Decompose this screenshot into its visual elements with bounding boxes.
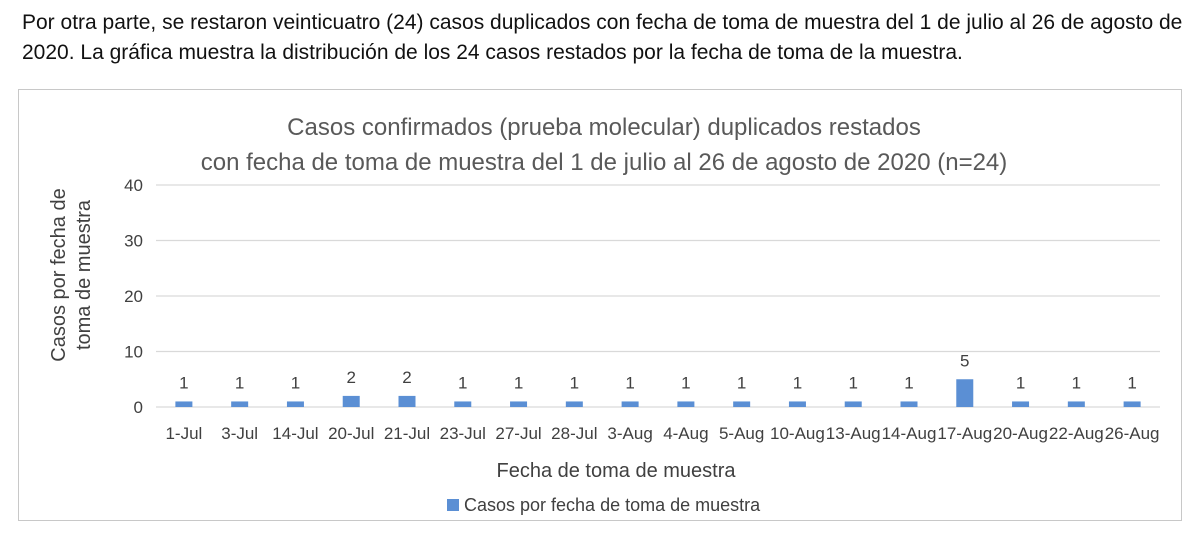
x-tick-label: 3-Jul bbox=[221, 424, 258, 443]
data-label: 1 bbox=[458, 373, 467, 392]
y-tick-label: 30 bbox=[124, 232, 143, 251]
bar bbox=[510, 401, 528, 407]
x-tick-label: 28-Jul bbox=[551, 424, 597, 443]
x-tick-label: 22-Aug bbox=[1049, 424, 1104, 443]
bar bbox=[398, 395, 416, 407]
data-label: 1 bbox=[1016, 373, 1025, 392]
x-tick-label: 27-Jul bbox=[495, 424, 541, 443]
data-label: 1 bbox=[737, 373, 746, 392]
data-label: 1 bbox=[848, 373, 857, 392]
y-tick-label: 10 bbox=[124, 343, 143, 362]
bar bbox=[286, 401, 304, 407]
y-axis-ticks: 0 10 20 30 40 bbox=[124, 176, 143, 417]
data-label: 1 bbox=[291, 373, 300, 392]
x-tick-label: 3-Aug bbox=[607, 424, 652, 443]
data-label: 1 bbox=[1127, 373, 1136, 392]
bar bbox=[788, 401, 806, 407]
data-label: 5 bbox=[960, 351, 969, 370]
legend-swatch bbox=[447, 499, 459, 511]
y-axis-title-line-1: Casos por fecha de bbox=[48, 188, 70, 361]
bar bbox=[900, 401, 918, 407]
y-axis-title: Casos por fecha de toma de muestra bbox=[48, 188, 95, 361]
x-tick-label: 13-Aug bbox=[826, 424, 881, 443]
bar bbox=[733, 401, 751, 407]
y-tick-label: 40 bbox=[124, 176, 143, 195]
x-tick-label: 23-Jul bbox=[440, 424, 486, 443]
bar bbox=[677, 401, 695, 407]
bars bbox=[175, 379, 1141, 407]
x-tick-label: 26-Aug bbox=[1105, 424, 1160, 443]
bar bbox=[454, 401, 472, 407]
bar-chart: Casos confirmados (prueba molecular) dup… bbox=[48, 114, 1160, 515]
x-tick-label: 1-Jul bbox=[165, 424, 202, 443]
chart-title-line-1: Casos confirmados (prueba molecular) dup… bbox=[287, 114, 921, 141]
x-tick-label: 20-Aug bbox=[993, 424, 1048, 443]
legend: Casos por fecha de toma de muestra bbox=[447, 495, 761, 515]
bar bbox=[1012, 401, 1030, 407]
y-axis-title-line-2: toma de muestra bbox=[73, 199, 95, 350]
data-label: 1 bbox=[235, 373, 244, 392]
data-label: 1 bbox=[681, 373, 690, 392]
data-label: 1 bbox=[514, 373, 523, 392]
data-label: 1 bbox=[793, 373, 802, 392]
data-label: 1 bbox=[625, 373, 634, 392]
bar bbox=[342, 395, 360, 407]
x-tick-label: 5-Aug bbox=[719, 424, 764, 443]
data-label: 1 bbox=[570, 373, 579, 392]
data-label: 1 bbox=[1072, 373, 1081, 392]
data-label: 1 bbox=[179, 373, 188, 392]
x-tick-label: 20-Jul bbox=[328, 424, 374, 443]
bar bbox=[956, 379, 974, 407]
chart-title-line-2: con fecha de toma de muestra del 1 de ju… bbox=[201, 149, 1008, 176]
x-axis-ticks: 1-Jul 3-Jul 14-Jul 20-Jul 21-Jul 23-Jul 27-Jul… bbox=[165, 424, 1159, 443]
x-tick-label: 10-Aug bbox=[770, 424, 825, 443]
bar bbox=[844, 401, 862, 407]
gridlines bbox=[156, 184, 1160, 408]
bar bbox=[1067, 401, 1085, 407]
x-tick-label: 21-Jul bbox=[384, 424, 430, 443]
x-axis-title: Fecha de toma de muestra bbox=[496, 460, 736, 482]
chart-container: Casos confirmados (prueba molecular) dup… bbox=[18, 89, 1182, 521]
data-label: 2 bbox=[402, 368, 411, 387]
data-label: 1 bbox=[904, 373, 913, 392]
bar bbox=[565, 401, 583, 407]
x-tick-label: 4-Aug bbox=[663, 424, 708, 443]
data-labels: 1 1 1 2 2 1 1 1 1 1 1 1 1 1 5 1 1 1 bbox=[179, 351, 1137, 392]
x-tick-label: 14-Aug bbox=[882, 424, 937, 443]
chart-title: Casos confirmados (prueba molecular) dup… bbox=[201, 114, 1008, 176]
bar bbox=[621, 401, 639, 407]
x-tick-label: 17-Aug bbox=[937, 424, 992, 443]
legend-label: Casos por fecha de toma de muestra bbox=[464, 495, 761, 515]
data-label: 2 bbox=[346, 368, 355, 387]
intro-paragraph: Por otra parte, se restaron veinticuatro… bbox=[22, 11, 1183, 64]
y-tick-label: 20 bbox=[124, 287, 143, 306]
bar bbox=[175, 401, 193, 407]
bar bbox=[231, 401, 249, 407]
x-tick-label: 14-Jul bbox=[272, 424, 318, 443]
y-tick-label: 0 bbox=[134, 398, 143, 417]
bar bbox=[1123, 401, 1141, 407]
